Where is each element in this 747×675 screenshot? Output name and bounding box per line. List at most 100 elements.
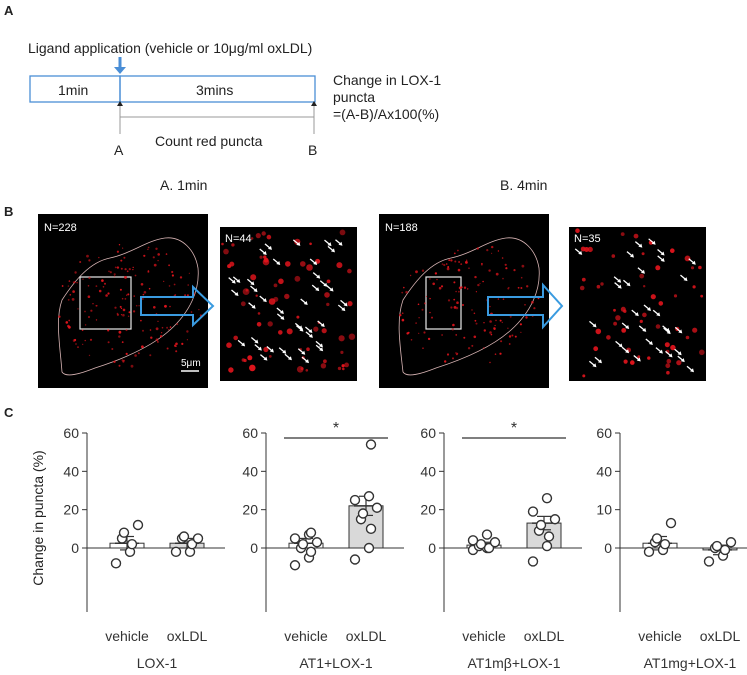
puncta-marker-head <box>668 353 673 358</box>
y-tick-label: 60 <box>420 425 436 441</box>
punctum <box>443 263 446 267</box>
punctum <box>186 330 189 333</box>
puncta-marker-head <box>330 248 335 253</box>
punctum <box>147 246 150 249</box>
data-point <box>549 514 561 525</box>
punctum <box>495 319 497 322</box>
puncta-marker-head <box>282 349 287 354</box>
punctum <box>337 366 342 371</box>
data-point <box>541 492 553 504</box>
punctum <box>111 348 114 350</box>
punctum <box>155 247 158 250</box>
cell-outline-3 <box>398 237 540 376</box>
punctum <box>339 229 346 236</box>
punctum <box>256 322 262 327</box>
ligand-application-label: Ligand application (vehicle or 10μg/ml o… <box>28 40 313 56</box>
punctum <box>460 263 463 265</box>
punctum <box>229 261 235 267</box>
punctum <box>168 285 171 287</box>
puncta-marker-head <box>683 277 688 282</box>
y-tick-label: 0 <box>604 540 612 556</box>
ligand-arrow-head <box>114 67 126 74</box>
punctum <box>90 309 93 312</box>
punctum <box>259 255 263 259</box>
punctum <box>82 278 84 280</box>
punctum <box>153 263 157 267</box>
punctum <box>342 367 345 371</box>
punctum <box>306 264 313 271</box>
puncta-marker-head <box>263 356 268 361</box>
punctum <box>278 278 284 285</box>
data-point <box>289 533 301 544</box>
punctum <box>611 254 616 258</box>
punctum <box>294 275 301 282</box>
punctum <box>108 270 110 273</box>
punctum <box>427 337 431 341</box>
puncta-marker-head <box>303 300 308 305</box>
punctum <box>505 267 508 270</box>
punctum <box>181 342 184 345</box>
punctum <box>242 288 250 295</box>
punctum <box>175 350 178 353</box>
punctum <box>504 263 507 266</box>
punctum <box>434 272 438 275</box>
punctum <box>116 266 120 269</box>
data-point <box>365 523 377 535</box>
punctum <box>184 294 187 296</box>
puncta-marker-head <box>254 339 259 344</box>
punctum <box>74 271 77 274</box>
punctum <box>600 282 604 286</box>
punctum <box>228 367 234 373</box>
punctum <box>198 309 200 311</box>
puncta-marker-head <box>651 240 656 245</box>
puncta-marker-head <box>660 251 665 256</box>
puncta-marker-head <box>690 368 695 373</box>
y-tick-label: 0 <box>428 540 436 556</box>
point-b-label: B <box>308 142 318 158</box>
punctum <box>436 278 438 281</box>
puncta-marker-head <box>617 284 622 289</box>
punctum <box>452 323 455 327</box>
punctum <box>418 317 420 319</box>
chart-1: 0 20 40 60 vehicle oxLDL LOX-1 <box>63 425 225 671</box>
punctum <box>122 247 124 249</box>
punctum <box>450 306 453 309</box>
punctum <box>533 307 536 310</box>
puncta-marker-head <box>592 323 597 328</box>
punctum <box>87 285 90 287</box>
punctum <box>306 347 310 352</box>
punctum <box>107 329 110 332</box>
punctum <box>153 306 156 309</box>
punctum <box>226 342 232 349</box>
punctum <box>240 301 246 307</box>
data-point <box>371 502 383 513</box>
punctum <box>639 273 645 279</box>
punctum <box>273 296 279 302</box>
punctum <box>450 259 453 262</box>
punctum <box>511 334 514 337</box>
punctum <box>104 282 106 285</box>
punctum <box>81 329 84 332</box>
punctum <box>457 249 459 252</box>
punctum <box>348 333 356 340</box>
punctum <box>520 331 522 333</box>
punctum <box>453 306 457 309</box>
punctum <box>163 280 165 282</box>
punctum <box>633 233 639 239</box>
puncta-marker-head <box>299 327 304 332</box>
puncta-marker-head <box>626 282 631 287</box>
puncta-marker-head <box>304 359 309 364</box>
puncta-marker-head <box>280 315 285 320</box>
punctum <box>113 360 116 363</box>
punctum <box>164 304 167 308</box>
punctum <box>665 363 671 369</box>
data-point <box>481 529 493 540</box>
punctum <box>336 262 343 269</box>
punctum <box>118 244 121 246</box>
micrograph-4 <box>569 227 706 381</box>
punctum <box>462 304 464 306</box>
punctum <box>166 326 169 329</box>
y-tick-label: 0 <box>71 540 79 556</box>
punctum <box>179 276 183 279</box>
micrograph-1 <box>38 214 208 388</box>
